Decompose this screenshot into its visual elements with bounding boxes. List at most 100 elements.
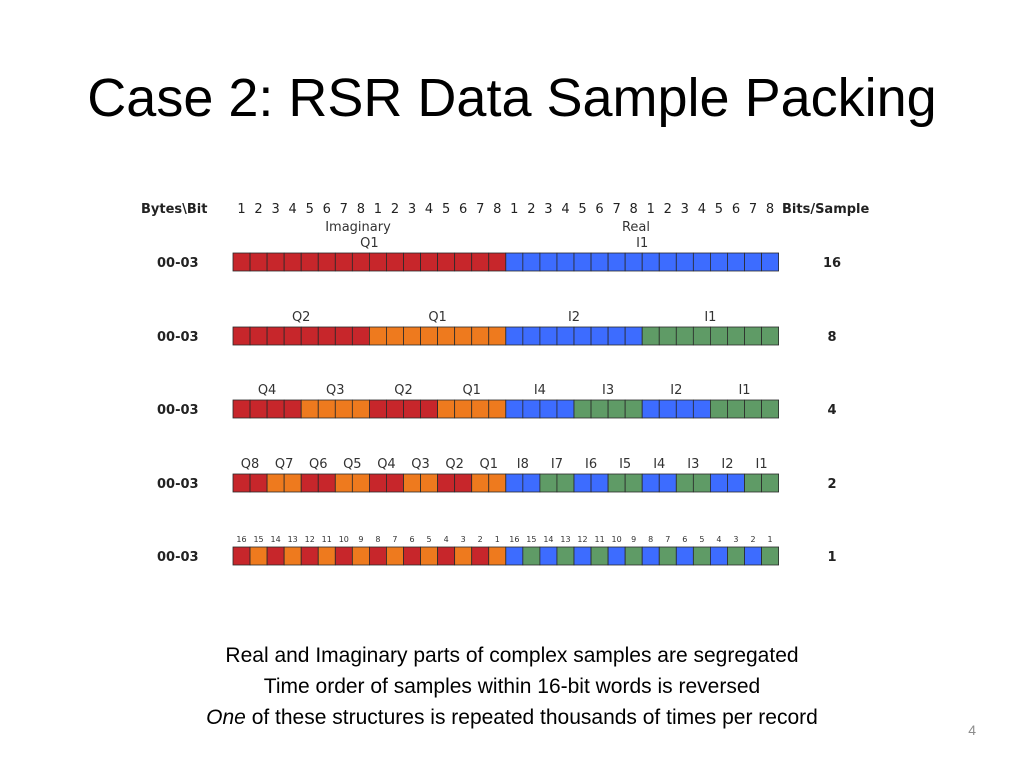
bytes-bit-header: Bytes\Bit [141,202,207,217]
bits-per-sample-value: 1 [827,550,836,565]
bit-cell [300,252,319,272]
bit-number: 2 [527,202,535,217]
sample-label: 3 [733,535,738,544]
bit-cell [658,252,677,272]
bit-cell [624,473,643,493]
bit-cell [658,546,677,566]
bit-number: 7 [612,202,620,217]
sample-label: I1 [636,236,648,251]
bit-cell [573,546,592,566]
bit-cell [317,399,336,419]
bit-cell [368,252,387,272]
bit-cell [727,326,745,346]
caption-line-3-emphasis: One [206,706,246,729]
bit-cell [556,473,575,493]
bit-cell [488,473,507,493]
sample-label: Q3 [326,383,345,398]
caption-line-3: One of these structures is repeated thou… [0,702,1024,733]
bit-cell [624,546,643,566]
bit-cell [624,399,643,419]
sample-label: Q6 [309,457,328,472]
bit-cell [300,473,319,493]
bit-cell [744,399,762,419]
bit-cell [317,473,336,493]
bit-cell [283,326,302,346]
bit-cell [334,252,353,272]
bit-cell [522,546,541,566]
bit-cell [386,546,404,566]
bit-number: 3 [544,202,552,217]
sample-label: Q3 [411,457,430,472]
bit-cell [539,473,558,493]
bit-cell [300,326,319,346]
bit-cell [283,473,302,493]
bit-cell [488,399,507,419]
bit-number: 5 [306,202,314,217]
bit-number: 8 [766,202,774,217]
sample-label: 6 [682,535,687,544]
bit-cell [232,399,251,419]
bit-cell [658,326,677,346]
bit-cell [368,546,387,566]
sample-label: Q7 [275,457,294,472]
bit-cell [454,399,473,419]
bit-cell [351,252,370,272]
bit-cell [727,546,745,566]
bit-number: 5 [442,202,450,217]
sample-label: Q8 [241,457,260,472]
bit-number: 2 [391,202,399,217]
bit-cell [641,399,660,419]
bit-number: 7 [476,202,484,217]
bit-number: 7 [340,202,348,217]
bit-number: 6 [323,202,331,217]
bit-cell [334,473,353,493]
bit-cell [386,399,404,419]
bit-cell [334,326,353,346]
bit-cell [539,546,558,566]
slide-number: 4 [968,722,976,738]
bit-cell [761,399,779,419]
byte-range-label: 00-03 [157,550,199,565]
bit-number: 8 [630,202,638,217]
sample-label: 4 [444,535,449,544]
bit-cell [454,252,473,272]
bit-cell [641,252,660,272]
bit-cell [539,326,558,346]
bit-cell [420,326,438,346]
bit-cell [692,473,711,493]
bit-number: 6 [459,202,467,217]
bit-number: 3 [408,202,416,217]
bit-cell [386,252,404,272]
sample-label: 3 [461,535,466,544]
sample-label: Q1 [479,457,498,472]
sample-label: 9 [358,535,363,544]
sample-label: 14 [271,535,281,544]
bit-cell [283,546,302,566]
bit-cell [761,546,779,566]
bit-cell [351,326,370,346]
bit-cell [675,546,694,566]
bit-cell [556,399,575,419]
bit-cell [368,326,387,346]
sample-label: I3 [602,383,614,398]
bit-number: 8 [357,202,365,217]
bit-cell [351,546,370,566]
bit-cell [761,252,779,272]
bit-cell [249,399,268,419]
bit-cell [232,326,251,346]
bit-cell [368,399,387,419]
bit-cell [317,252,336,272]
bit-cell [420,473,438,493]
bit-cell [420,546,438,566]
bit-cell [300,399,319,419]
bit-number: 3 [271,202,279,217]
sample-label: Q2 [445,457,464,472]
caption-line-1: Real and Imaginary parts of complex samp… [225,644,799,667]
bit-cell [744,326,762,346]
bit-number: 6 [732,202,740,217]
bit-number: 6 [595,202,603,217]
bit-cell [522,252,541,272]
sample-label: I6 [585,457,597,472]
bit-cell [437,252,456,272]
